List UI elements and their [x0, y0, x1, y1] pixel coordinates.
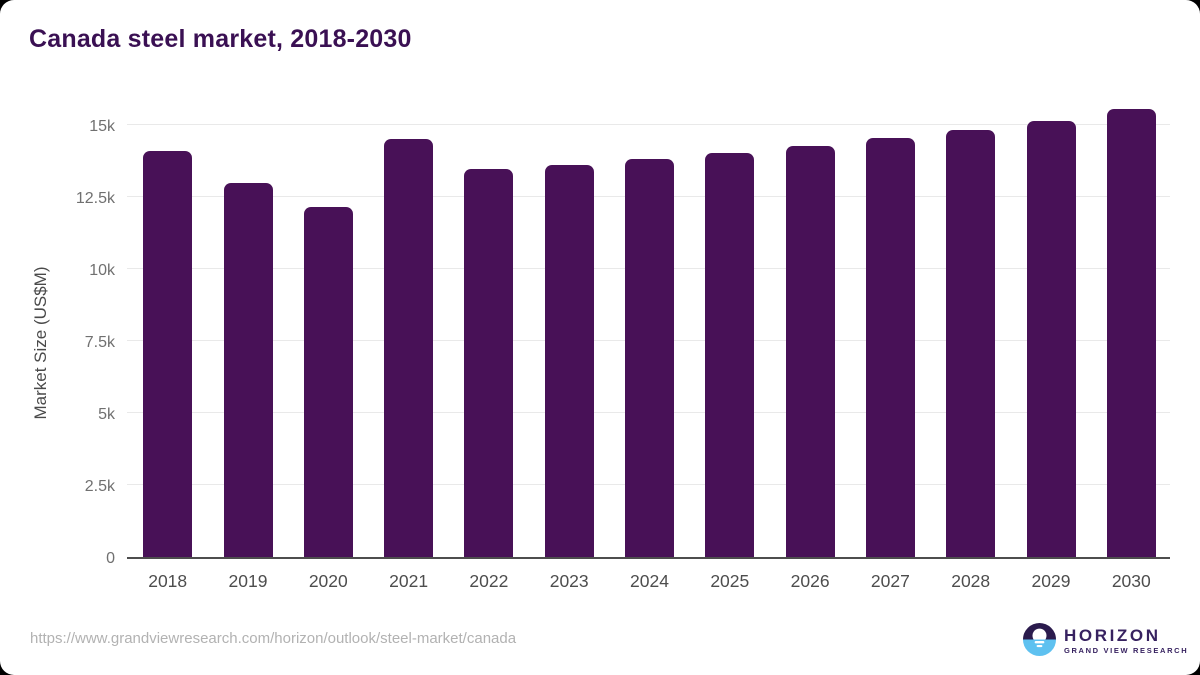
source-url: https://www.grandviewresearch.com/horizo…: [30, 630, 517, 647]
horizon-sun-icon: [1022, 622, 1057, 657]
x-tick-label-2030: 2030: [1111, 571, 1151, 591]
bar-2021[interactable]: [384, 138, 434, 557]
bar-2020[interactable]: [303, 206, 353, 557]
logo-text: HORIZON GRAND VIEW RESEARCH: [1064, 624, 1188, 655]
bar-2028[interactable]: [946, 129, 996, 557]
x-tick-label-2022: 2022: [469, 571, 509, 591]
bar-2026[interactable]: [785, 146, 835, 557]
bar-2027[interactable]: [865, 138, 915, 557]
x-tick-label-2020: 2020: [308, 571, 348, 591]
bar-2030[interactable]: [1106, 108, 1156, 557]
bar-2025[interactable]: [705, 152, 755, 557]
logo-name: HORIZON: [1064, 626, 1161, 646]
brand-logo: HORIZON GRAND VIEW RESEARCH: [1022, 622, 1188, 657]
y-tick-label-10k: 10k: [89, 262, 115, 279]
y-tick-label-5k: 5k: [98, 406, 115, 423]
x-tick-label-2019: 2019: [228, 571, 268, 591]
x-tick-label-2021: 2021: [389, 571, 429, 591]
x-tick-label-2027: 2027: [870, 571, 910, 591]
y-tick-label-15k: 15k: [89, 118, 115, 135]
bar-2022[interactable]: [464, 168, 514, 557]
y-tick-label-0: 0: [106, 550, 115, 567]
x-tick-label-2018: 2018: [148, 571, 188, 591]
x-tick-label-2023: 2023: [549, 571, 589, 591]
bar-2019[interactable]: [223, 182, 273, 557]
bar-2029[interactable]: [1026, 120, 1076, 557]
bar-2018[interactable]: [143, 150, 193, 557]
bar-2024[interactable]: [625, 158, 674, 557]
x-tick-label-2026: 2026: [790, 571, 830, 591]
y-tick-label-2.5k: 2.5k: [84, 478, 115, 495]
y-tick-label-12.5k: 12.5k: [75, 190, 115, 207]
gridline-15k: [127, 124, 1170, 125]
y-tick-label-7.5k: 7.5k: [84, 334, 115, 351]
bar-2023[interactable]: [544, 165, 594, 557]
plot-area: [127, 108, 1170, 559]
x-tick-label-2024: 2024: [630, 571, 669, 591]
x-tick-label-2025: 2025: [710, 571, 750, 591]
x-tick-label-2029: 2029: [1031, 571, 1071, 591]
x-tick-label-2028: 2028: [951, 571, 991, 591]
chart-title: Canada steel market, 2018-2030: [29, 25, 412, 53]
logo-tagline: GRAND VIEW RESEARCH: [1064, 646, 1189, 656]
